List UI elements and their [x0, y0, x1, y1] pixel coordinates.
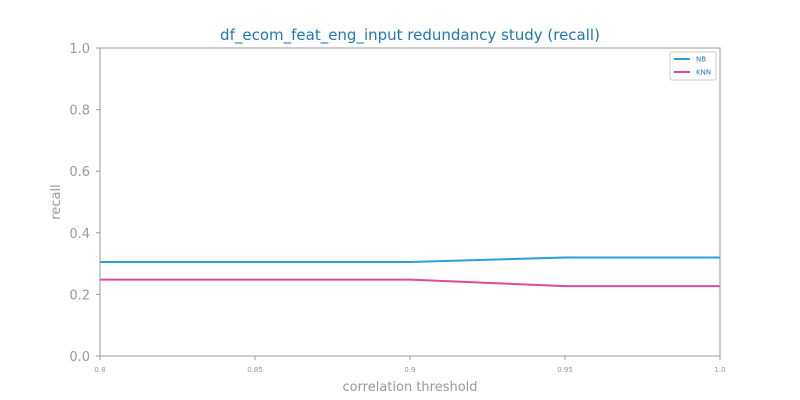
series-line-knn — [100, 278, 720, 288]
x-axis-label: correlation threshold — [342, 380, 477, 395]
x-tick-label: 1.0 — [714, 366, 725, 374]
legend-label-knn: KNN — [696, 69, 711, 77]
y-axis-ticks: 0.0 0.2 0.4 0.6 0.8 1.0 — [69, 42, 100, 365]
y-axis-label: recall — [49, 184, 64, 219]
series-line-nb — [100, 256, 720, 264]
plot-frame — [99, 47, 721, 357]
y-tick-label: 0.0 — [69, 350, 90, 365]
x-tick-label: 0.85 — [247, 366, 263, 374]
y-tick-label: 0.2 — [69, 288, 90, 303]
legend-label-nb: NB — [696, 56, 706, 64]
y-tick-label: 0.6 — [69, 165, 90, 180]
chart-title: df_ecom_feat_eng_input redundancy study … — [220, 26, 600, 45]
x-tick-label: 0.95 — [557, 366, 573, 374]
y-tick-label: 0.8 — [69, 104, 90, 119]
x-tick-label: 0.8 — [94, 366, 105, 374]
y-tick-label: 1.0 — [69, 42, 90, 57]
series-layer — [100, 256, 720, 288]
legend: NB KNN — [669, 51, 717, 81]
x-axis-ticks: 0.8 0.85 0.9 0.95 1.0 — [94, 356, 726, 374]
x-tick-label: 0.9 — [404, 366, 415, 374]
y-tick-label: 0.4 — [69, 227, 90, 242]
